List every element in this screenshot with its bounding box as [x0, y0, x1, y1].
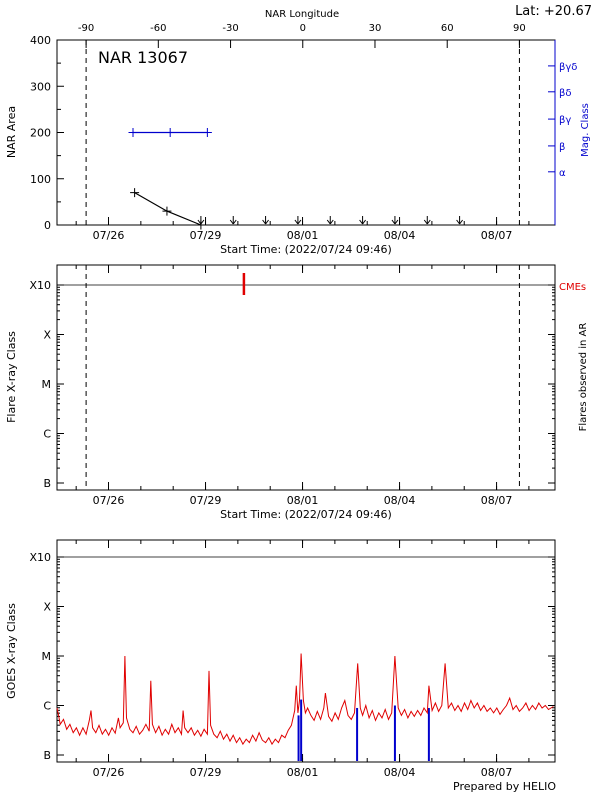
top-axis-title: NAR Longitude	[265, 9, 339, 20]
zero-arrow	[265, 219, 269, 225]
class-label: X	[43, 329, 51, 342]
x-date-label: 07/29	[190, 494, 222, 507]
zero-arrow	[394, 219, 399, 225]
mag-class-tick-label: βγ	[559, 115, 571, 126]
zero-arrow	[200, 219, 205, 225]
zero-arrow	[297, 219, 302, 225]
class-label: C	[43, 700, 51, 713]
y-tick-label: 300	[30, 80, 51, 93]
zero-arrow	[426, 219, 431, 225]
y-tick-label: 200	[30, 127, 51, 140]
x-date-label: 07/29	[190, 229, 222, 242]
x-date-label: 08/07	[481, 494, 513, 507]
zero-arrow	[326, 219, 331, 225]
mag-class-tick-label: β	[559, 142, 565, 153]
class-label: M	[42, 650, 52, 663]
zero-arrow	[232, 219, 237, 225]
x-date-label: 08/04	[384, 766, 416, 779]
class-label: X	[43, 601, 51, 614]
class-label: M	[42, 378, 52, 391]
longitude-tick-label: -90	[78, 23, 94, 34]
zero-arrow	[329, 219, 334, 225]
mag-class-tick-label: α	[559, 168, 566, 179]
nar-area-line	[134, 192, 202, 226]
class-label: X10	[29, 279, 51, 292]
y-tick-label: 0	[44, 219, 51, 232]
zero-arrow	[459, 219, 464, 225]
x-date-label: 07/26	[93, 766, 125, 779]
longitude-tick-label: 30	[369, 23, 382, 34]
mag-class-tick-label: βδ	[559, 88, 572, 99]
panel1-title: NAR 13067	[98, 48, 188, 67]
longitude-tick-label: 90	[513, 23, 526, 34]
flares-observed-label: Flares observed in AR	[578, 323, 589, 432]
panel2-xtitle: Start Time: (2022/07/24 09:46)	[220, 508, 392, 521]
flare-class-frame	[56, 264, 556, 491]
x-date-label: 08/04	[384, 229, 416, 242]
longitude-tick-label: -60	[150, 23, 166, 34]
longitude-tick-label: 0	[300, 23, 306, 34]
longitude-tick-label: 60	[441, 23, 454, 34]
class-label: B	[43, 477, 51, 490]
zero-arrow	[391, 219, 396, 225]
x-date-label: 08/07	[481, 229, 513, 242]
x-date-label: 08/07	[481, 766, 513, 779]
panel1-xtitle: Start Time: (2022/07/24 09:46)	[220, 243, 392, 256]
zero-arrow	[262, 219, 266, 225]
y-tick-label: 100	[30, 173, 51, 186]
zero-arrow	[197, 219, 202, 225]
goes-xray-frame	[56, 539, 556, 763]
x-date-label: 08/01	[287, 229, 319, 242]
x-date-label: 08/04	[384, 494, 416, 507]
zero-arrow	[423, 219, 428, 225]
x-date-label: 07/29	[190, 766, 222, 779]
x-date-label: 07/26	[93, 494, 125, 507]
zero-arrow	[362, 219, 366, 225]
goes-flux-curve	[56, 653, 554, 746]
x-date-label: 07/26	[93, 229, 125, 242]
x-date-label: 08/01	[287, 766, 319, 779]
credit-label: Prepared by HELIO	[453, 780, 556, 793]
class-label: C	[43, 428, 51, 441]
zero-arrow	[359, 219, 363, 225]
zero-arrow	[294, 219, 299, 225]
mag-class-tick-label: βγδ	[559, 62, 577, 73]
class-label: X10	[29, 551, 51, 564]
zero-arrow	[456, 219, 461, 225]
lat-label: Lat: +20.67	[515, 4, 592, 19]
mag-class-axis-label: Mag. Class	[580, 103, 591, 157]
x-date-label: 08/01	[287, 494, 319, 507]
zero-arrow	[229, 219, 234, 225]
panel1-ylabel: NAR Area	[5, 106, 18, 158]
y-tick-label: 400	[30, 34, 51, 47]
class-label: B	[43, 749, 51, 762]
panel3-ylabel: GOES X-ray Class	[5, 603, 18, 699]
longitude-tick-label: -30	[222, 23, 238, 34]
panel2-ylabel: Flare X-ray Class	[5, 331, 18, 423]
cme-label: CMEs	[559, 282, 586, 293]
